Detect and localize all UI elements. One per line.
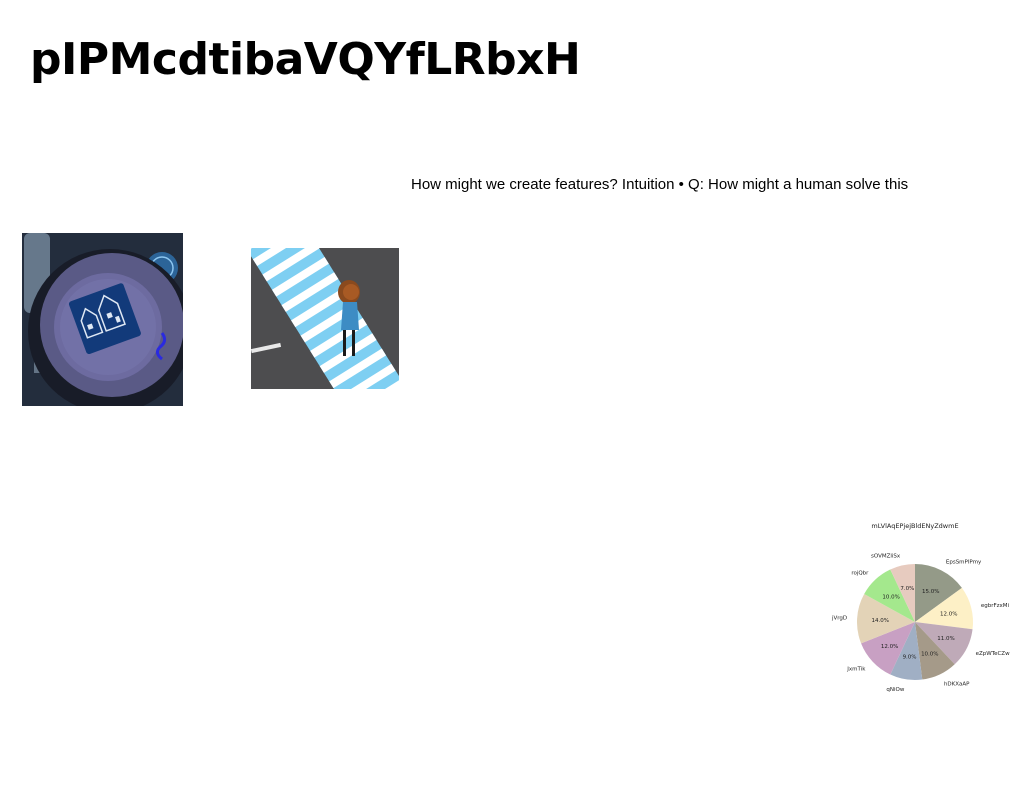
page-title: pIPMcdtibaVQYfLRbxH [30, 34, 581, 85]
pie-value-label: 9.0% [903, 654, 917, 660]
pie-category-label: jVrgD [831, 616, 847, 622]
pie-slice-JxmTik [861, 622, 915, 675]
pie-value-label: 7.0% [900, 586, 914, 592]
pie-slice-rojQbr [864, 569, 915, 622]
pie-value-label: 12.0% [940, 611, 957, 617]
pie-slice-eZpWTeCZwc [915, 622, 973, 665]
pie-category-label: egbrFzxMi [981, 603, 1010, 609]
pie-slices [857, 564, 973, 680]
pie-slice-qNiOw [890, 622, 923, 680]
photo-icon [22, 233, 183, 406]
pie-slice-sOVMZliSx [890, 564, 915, 622]
pie-value-label: 15.0% [922, 589, 939, 595]
pie-category-label: rojQbr [851, 570, 869, 576]
table-setting-photo [22, 233, 183, 406]
pie-slice-EpsSmPlPmy [915, 564, 962, 622]
pie-category-label: JxmTik [846, 667, 866, 673]
pie-value-label: 10.0% [921, 651, 938, 657]
pie-value-label: 12.0% [881, 644, 898, 650]
pie-slice-jVrgD [857, 594, 915, 644]
pie-slice-egbrFzxMi [915, 587, 973, 630]
pie-category-label: eZpWTeCZwc [976, 651, 1010, 657]
chart-title: mLVlAqEPjejBldENyZdwmE [871, 522, 958, 530]
pie-category-label: sOVMZliSx [871, 554, 901, 560]
pie-category-label: hDKXaAP [944, 682, 970, 688]
photo-icon [251, 248, 399, 389]
crosswalk-photo [251, 248, 399, 389]
pie-value-label: 11.0% [937, 636, 954, 642]
pie-chart: mLVlAqEPjejBldENyZdwmE 15.0% EpsSmPlPmy 12… [831, 522, 1010, 694]
pie-category-label: EpsSmPlPmy [946, 559, 982, 565]
pie-slice-hDKXaAP [915, 622, 955, 680]
caption-text: How might we create features? Intuition … [411, 176, 909, 193]
pie-value-label: 10.0% [882, 595, 899, 601]
pie-value-label: 14.0% [872, 618, 889, 624]
pie-labels: 15.0% EpsSmPlPmy 12.0% egbrFzxMi 11.0% eZpWTe… [831, 554, 1010, 694]
pie-category-label: qNiOw [886, 687, 904, 693]
